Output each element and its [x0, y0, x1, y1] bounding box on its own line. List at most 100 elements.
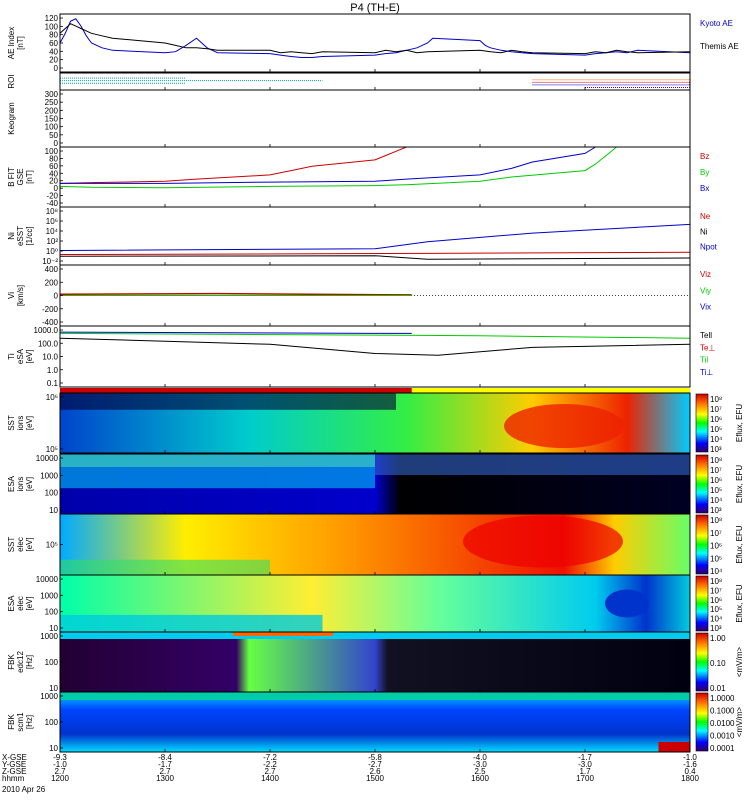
y-axis-label: [Hz] — [25, 655, 34, 669]
y-axis-label: [km/s] — [16, 285, 25, 306]
y-tick-label: 200 — [45, 278, 59, 287]
y-tick-label: 40 — [49, 169, 58, 178]
colorbar-tick-label: 0.0100 — [710, 719, 735, 728]
colorbar-tick-label: 10⁶ — [710, 542, 722, 551]
fbk2-band — [60, 692, 690, 700]
colorbar-tick-label: 10⁶ — [710, 596, 722, 605]
y-tick-label: -40 — [46, 199, 58, 208]
colorbar-tick-label: 0.1000 — [710, 707, 735, 716]
til-trace — [59, 332, 691, 339]
x-tick-label: 2.6 — [369, 767, 381, 776]
y-tick-label: 20 — [49, 177, 58, 186]
sst-e-blob — [463, 515, 623, 568]
y-tick-label: 10⁰ — [46, 247, 58, 256]
y-tick-label: 100.0 — [38, 339, 59, 348]
y-axis-label: ions — [16, 416, 25, 431]
y-tick-label: 10 — [49, 506, 58, 515]
y-tick-label: 1000 — [40, 471, 58, 480]
fbk1-band — [60, 632, 690, 639]
y-axis-label: B FIT — [7, 167, 16, 187]
legend-entry: Ne — [700, 212, 711, 221]
colorbar-tick-label: 1.00 — [710, 634, 726, 643]
colorbar-tick-label: 10⁵ — [710, 425, 722, 434]
viz-trace — [59, 292, 412, 296]
y-tick-label: 100 — [45, 123, 59, 132]
esa-i-band — [375, 454, 690, 475]
sst-e-band — [60, 559, 270, 575]
x-row-label: Y-GSE — [2, 760, 26, 769]
tiperp-trace — [59, 331, 412, 334]
heatmap-fbk2 — [60, 692, 690, 752]
x-tick-label: -9.3 — [53, 753, 67, 762]
esa-e-blob — [605, 589, 649, 618]
y-axis-label: [eV] — [25, 477, 34, 491]
y-axis-label: [Hz] — [25, 715, 34, 729]
y-tick-label: 60 — [49, 162, 58, 171]
y-tick-label: 20 — [49, 56, 58, 65]
legend-entry: Kyoto AE — [700, 19, 733, 28]
series-by — [59, 146, 617, 189]
esa-i-band — [60, 467, 375, 489]
y-tick-label: 120 — [45, 14, 59, 23]
x-tick-label: -1.7 — [158, 760, 172, 769]
y-axis-label: [eV] — [25, 349, 34, 363]
x-tick-label: -5.8 — [368, 753, 382, 762]
colorbar-tick-label: 10³ — [710, 624, 722, 633]
y-tick-label: 100 — [45, 608, 59, 617]
x-tick-label: 2.7 — [159, 767, 171, 776]
x-tick-label: 1400 — [261, 774, 279, 783]
y-tick-label: 10 — [49, 744, 58, 753]
colorbar-tick-label: 0.0001 — [710, 744, 735, 753]
y-tick-label: 100 — [45, 489, 59, 498]
x-tick-label: -1.0 — [53, 760, 67, 769]
x-tick-label: 1.7 — [579, 767, 591, 776]
y-tick-label: 10.0 — [42, 353, 58, 362]
panel-bg-roi — [60, 73, 690, 90]
colorbar — [695, 575, 709, 632]
y-axis-label: Ni — [7, 232, 16, 240]
y-axis-label: Keogram — [7, 102, 16, 135]
panel-esa-i: 10000 1000 100 10 ESA ions [eV] 10⁸10⁷10⁶10⁵10⁴… — [7, 453, 744, 515]
colorbar-label: Eflux, EFU — [735, 465, 744, 503]
x-tick-label: 1600 — [471, 774, 489, 783]
x-tick-label: 1300 — [156, 774, 174, 783]
series-bz — [59, 146, 407, 184]
y-axis-label: elec — [16, 596, 25, 611]
colorbar-tick-label: 10⁸ — [710, 456, 722, 465]
colorbar-tick-label: 10⁴ — [710, 567, 723, 576]
colorbar-tick-label: 10⁶ — [710, 476, 722, 485]
y-axis-label: ESA — [7, 595, 16, 612]
colorbar — [695, 454, 709, 514]
y-tick-label: 0 — [54, 64, 59, 73]
y-tick-label: 1000 — [40, 591, 58, 600]
legend-entry: Tell — [700, 331, 712, 340]
colorbar-tick-label: 10⁷ — [710, 586, 722, 595]
series-kyoto-ae — [59, 18, 691, 58]
colorbar-tick-label: 10⁵ — [710, 554, 722, 563]
y-tick-label: 1000 — [40, 632, 58, 641]
y-axis-label: SST — [7, 415, 16, 431]
ne-trace — [59, 255, 691, 260]
fbk1-band — [233, 632, 333, 636]
date-label: 2010 Apr 26 — [2, 785, 46, 794]
legend-entry: Ti⊥ — [700, 368, 713, 377]
esa-i-band — [60, 454, 375, 468]
y-tick-label: 100 — [45, 147, 59, 156]
fbk2-band — [658, 742, 690, 752]
colorbar-label: <mV/m> — [735, 647, 744, 678]
colorbar-tick-label: 1.0000 — [710, 694, 735, 703]
colorbar-tick-label: 10⁴ — [710, 496, 723, 505]
panel-bg-bfgm — [60, 147, 690, 207]
y-tick-label: 10⁶ — [46, 217, 58, 226]
y-tick-label: 50 — [49, 131, 58, 140]
y-tick-label: 0 — [54, 184, 59, 193]
y-tick-label: 100 — [45, 718, 59, 727]
colorbar-tick-label: 10⁴ — [710, 615, 723, 624]
colorbar-tick-label: 10⁷ — [710, 529, 722, 538]
y-tick-label: 100 — [45, 658, 59, 667]
npot-trace — [59, 251, 691, 256]
